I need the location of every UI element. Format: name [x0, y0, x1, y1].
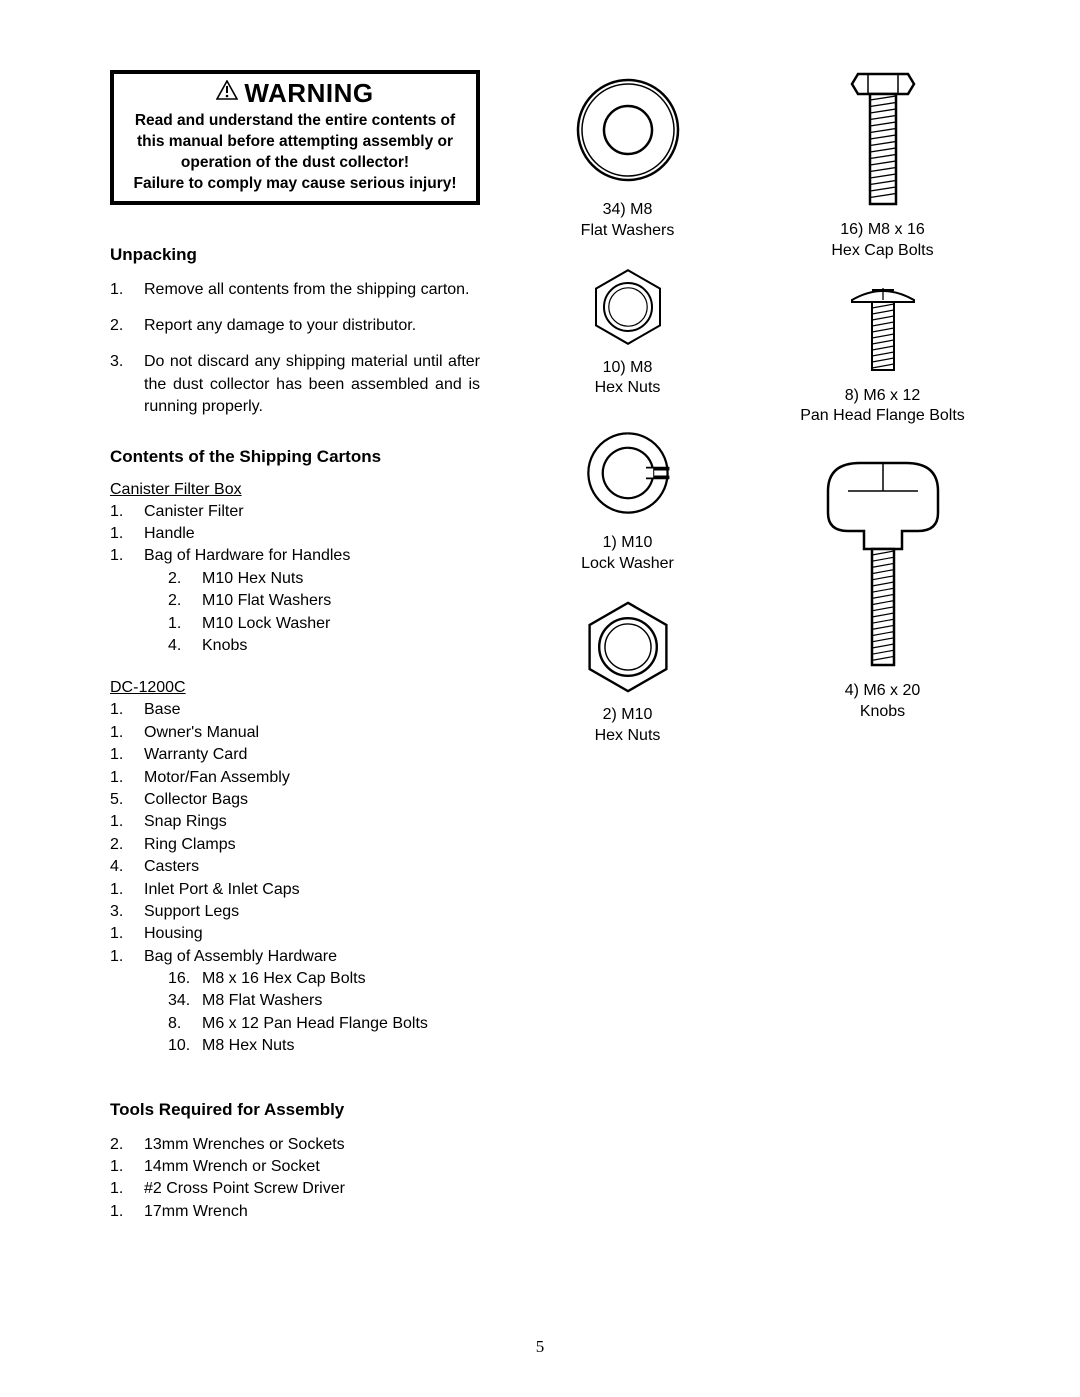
list-item: 4.Casters	[110, 856, 480, 878]
list-item: 34.M8 Flat Washers	[168, 990, 480, 1012]
unpacking-title: Unpacking	[110, 245, 480, 265]
tools-section: Tools Required for Assembly 2.13mm Wrenc…	[110, 1100, 480, 1224]
warning-box: WARNING Read and understand the entire c…	[110, 70, 480, 205]
warning-icon	[216, 80, 238, 100]
hardware-label: 8) M6 x 12Pan Head Flange Bolts	[775, 386, 990, 428]
list-item: 1.Base	[110, 699, 480, 721]
hardware-item: 1) M10Lock Washer	[520, 423, 735, 575]
list-item: 1.Canister Filter	[110, 501, 480, 523]
list-item: 5.Collector Bags	[110, 789, 480, 811]
warning-title: WARNING	[120, 78, 470, 109]
list-item: 1.Inlet Port & Inlet Caps	[110, 879, 480, 901]
panbolt-icon	[775, 286, 990, 376]
hardware-label: 4) M6 x 20Knobs	[775, 681, 990, 723]
list-item: 16.M8 x 16 Hex Cap Bolts	[168, 968, 480, 990]
hardware-col-left: 34) M8Flat Washers 10) M8Hex Nuts 1) M10…	[520, 70, 735, 1223]
hardware-item: 10) M8Hex Nuts	[520, 266, 735, 400]
list-item: 2.13mm Wrenches or Sockets	[110, 1134, 480, 1156]
list-item: 1.Bag of Assembly Hardware16.M8 x 16 Hex…	[110, 946, 480, 1058]
list-item: 1.Bag of Hardware for Handles2. M10 Hex …	[110, 545, 480, 657]
page-number: 5	[0, 1337, 1080, 1357]
list-item: 4.Knobs	[168, 635, 480, 657]
list-item: 2.Report any damage to your distributor.	[110, 315, 480, 337]
hardware-label: 1) M10Lock Washer	[520, 533, 735, 575]
knob-icon	[775, 451, 990, 671]
hardware-col-right: 16) M8 x 16Hex Cap Bolts 8) M6 x 12Pan H…	[775, 70, 990, 1223]
list-item: 1.Owner's Manual	[110, 722, 480, 744]
list-item: 1.Handle	[110, 523, 480, 545]
hardware-column: 34) M8Flat Washers 10) M8Hex Nuts 1) M10…	[520, 70, 990, 1223]
list-item: 2.M10 Flat Washers	[168, 590, 480, 612]
list-item: 1.M10 Lock Washer	[168, 613, 480, 635]
contents-subhead: DC-1200C	[110, 679, 480, 697]
sublist: 16.M8 x 16 Hex Cap Bolts34.M8 Flat Washe…	[168, 968, 480, 1058]
list-item: 2. M10 Hex Nuts	[168, 568, 480, 590]
washer-icon	[520, 70, 735, 190]
hexbolt-icon	[775, 70, 990, 210]
unpacking-list: 1.Remove all contents from the shipping …	[110, 279, 480, 419]
hardware-item: 4) M6 x 20Knobs	[775, 451, 990, 723]
hardware-label: 34) M8Flat Washers	[520, 200, 735, 242]
list-item: 1.Warranty Card	[110, 744, 480, 766]
hardware-label: 10) M8Hex Nuts	[520, 358, 735, 400]
unpacking-section: Unpacking 1.Remove all contents from the…	[110, 245, 480, 419]
hardware-item: 34) M8Flat Washers	[520, 70, 735, 242]
warning-title-text: WARNING	[244, 78, 373, 108]
left-column: WARNING Read and understand the entire c…	[110, 70, 480, 1223]
hexnut-icon	[520, 266, 735, 348]
list-item: 1.Snap Rings	[110, 811, 480, 833]
list-item: 1.14mm Wrench or Socket	[110, 1156, 480, 1178]
hardware-label: 2) M10Hex Nuts	[520, 705, 735, 747]
hexnut-big-icon	[520, 599, 735, 695]
list-item: 8.M6 x 12 Pan Head Flange Bolts	[168, 1013, 480, 1035]
hardware-item: 2) M10Hex Nuts	[520, 599, 735, 747]
list-item: 1.17mm Wrench	[110, 1201, 480, 1223]
hardware-label: 16) M8 x 16Hex Cap Bolts	[775, 220, 990, 262]
hardware-item: 16) M8 x 16Hex Cap Bolts	[775, 70, 990, 262]
contents-title: Contents of the Shipping Cartons	[110, 447, 480, 467]
contents-list: 1.Canister Filter1.Handle1.Bag of Hardwa…	[110, 501, 480, 658]
sublist: 2. M10 Hex Nuts2.M10 Flat Washers1.M10 L…	[168, 568, 480, 658]
list-item: 2.Ring Clamps	[110, 834, 480, 856]
list-item: 1.#2 Cross Point Screw Driver	[110, 1178, 480, 1200]
tools-title: Tools Required for Assembly	[110, 1100, 480, 1120]
warning-body: Read and understand the entire contents …	[120, 111, 470, 195]
list-item: 1.Housing	[110, 923, 480, 945]
lockwasher-icon	[520, 423, 735, 523]
contents-list: 1.Base1.Owner's Manual1.Warranty Card1.M…	[110, 699, 480, 1057]
contents-subhead: Canister Filter Box	[110, 481, 480, 499]
list-item: 3.Do not discard any shipping material u…	[110, 351, 480, 418]
tools-list: 2.13mm Wrenches or Sockets1.14mm Wrench …	[110, 1134, 480, 1224]
list-item: 1.Remove all contents from the shipping …	[110, 279, 480, 301]
hardware-item: 8) M6 x 12Pan Head Flange Bolts	[775, 286, 990, 428]
contents-section: Contents of the Shipping Cartons Caniste…	[110, 447, 480, 1072]
list-item: 1.Motor/Fan Assembly	[110, 767, 480, 789]
list-item: 10.M8 Hex Nuts	[168, 1035, 480, 1057]
list-item: 3.Support Legs	[110, 901, 480, 923]
